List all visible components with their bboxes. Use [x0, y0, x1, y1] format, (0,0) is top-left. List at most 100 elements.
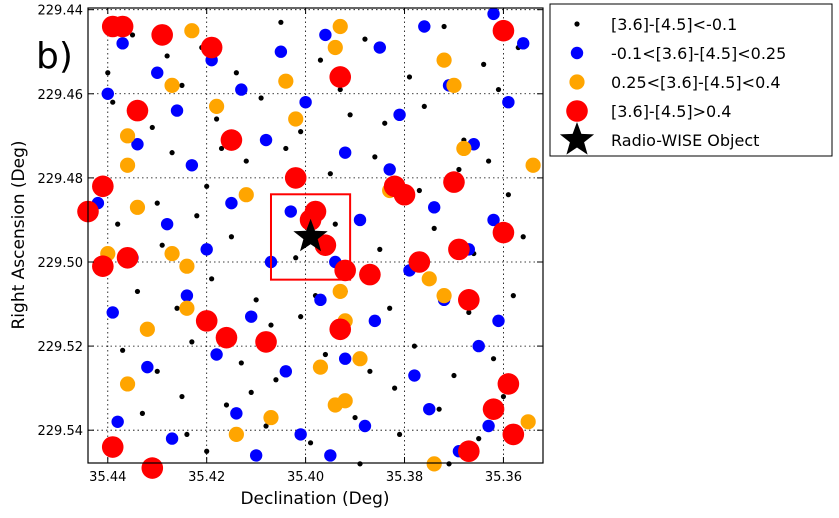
scatter-point [170, 104, 184, 117]
scatter-point [396, 431, 403, 438]
legend-marker-2 [569, 74, 585, 90]
scatter-point [279, 365, 293, 378]
legend-marker-3 [566, 100, 588, 122]
scatter-point [200, 36, 223, 59]
scatter-point [129, 32, 136, 38]
scatter-point [120, 347, 126, 353]
scatter-point [383, 163, 396, 176]
x-axis: 35.44 35.42 35.40 35.38 35.36 [89, 8, 522, 485]
scatter-point [139, 321, 155, 337]
legend: [3.6]-[4.5]<-0.1 -0.1<[3.6]-[4.5]<0.25 0.2… [549, 3, 833, 157]
scatter-point [332, 283, 348, 300]
scatter-point [408, 251, 431, 273]
scatter-point [458, 440, 480, 463]
scatter-point [497, 373, 520, 395]
legend-label-1: -0.1<[3.6]-[4.5]<0.25 [611, 44, 786, 63]
scatter-point [200, 243, 213, 256]
scatter-point [338, 352, 352, 365]
scatter-point [392, 385, 398, 391]
scatter-point [466, 309, 472, 316]
scatter-point [327, 171, 333, 177]
scatter-point [382, 120, 388, 126]
scatter-point [456, 140, 472, 157]
legend-label-2: 0.25<[3.6]-[4.5]<0.4 [611, 73, 781, 92]
scatter-point [298, 314, 304, 320]
scatter-point [255, 331, 277, 353]
legend-marker-0 [574, 21, 580, 27]
scatter-point [273, 377, 279, 383]
scatter-point [218, 145, 225, 152]
scatter-point [485, 158, 492, 164]
scatter-point [213, 116, 220, 122]
legend-label-4: Radio-WISE Object [611, 131, 759, 150]
scatter-point [284, 167, 307, 189]
scatter-point [154, 368, 160, 374]
legend-marker-1 [570, 46, 584, 60]
scatter-point [421, 103, 427, 110]
scatter-point [220, 129, 243, 151]
scatter-point [359, 263, 381, 286]
scatter-point [253, 297, 259, 303]
scatter-point [495, 86, 502, 93]
scatter-point [139, 410, 146, 416]
scatter-point [184, 431, 190, 438]
scatter-point [111, 15, 134, 38]
radio-wise-star-point [293, 218, 328, 252]
scatter-point [448, 238, 470, 261]
scatter-point [179, 393, 185, 400]
scatter-point [372, 154, 378, 160]
scatter-point [126, 99, 149, 122]
scatter-point [185, 159, 199, 172]
scatter-point [278, 19, 284, 25]
scatter-point [299, 95, 312, 109]
scatter-point [278, 73, 294, 89]
scatter-point [324, 449, 337, 462]
scatter-point [230, 407, 243, 420]
scatter-point [204, 448, 210, 454]
scatter-point [101, 87, 114, 100]
scatter-point [393, 183, 416, 206]
scatter-point [418, 20, 431, 33]
scatter-point [327, 397, 343, 413]
scatter-point [179, 258, 195, 274]
scatter-point [116, 246, 139, 269]
scatter-point [174, 305, 180, 311]
scatter-point [476, 436, 482, 442]
legend-label-3: [3.6]-[4.5]>0.4 [611, 102, 731, 121]
scatter-point [377, 246, 383, 252]
x-tick-label: 35.44 [89, 470, 126, 485]
scatter-point [209, 276, 215, 282]
scatter-point [249, 449, 263, 462]
legend-frame [549, 3, 833, 157]
scatter-point [426, 456, 442, 472]
y-tick-label: 229.52 [38, 340, 84, 355]
scatter-point [411, 343, 418, 349]
scatter-point [92, 175, 114, 198]
scatter-point [490, 356, 497, 362]
scatter-point [184, 23, 200, 39]
scatter-point [334, 259, 356, 282]
scatter-point [358, 419, 372, 433]
scatter-point [195, 310, 218, 332]
y-axis: 229.44 229.46 229.48 229.50 229.52 229.54 [38, 4, 543, 439]
scatter-point [134, 288, 141, 295]
scatter-point [500, 393, 507, 400]
scatter-point [225, 196, 238, 210]
x-tick-label: 35.36 [485, 470, 522, 485]
scatter-point [510, 293, 516, 299]
scatter-point [487, 7, 500, 21]
scatter-point [169, 150, 175, 156]
series-4-points [293, 218, 328, 252]
scatter-point [294, 428, 307, 441]
scatter-point [337, 86, 343, 93]
scatter-point [312, 359, 329, 375]
scatter-point [92, 255, 114, 277]
x-tick-label: 35.40 [287, 470, 324, 485]
scatter-point [164, 245, 180, 262]
scatter-point [373, 41, 386, 54]
scatter-point [111, 415, 124, 428]
scatter-point [179, 82, 185, 88]
scatter-point [520, 414, 536, 430]
scatter-point [446, 461, 452, 467]
